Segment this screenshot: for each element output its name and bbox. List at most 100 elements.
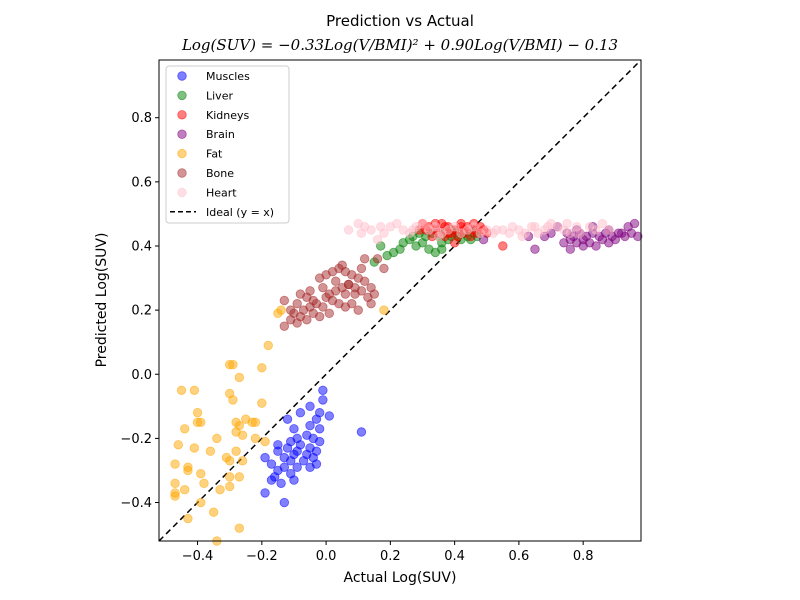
point-fat [234, 472, 245, 482]
point-muscles [289, 424, 299, 434]
x-tick-label: 0.6 [509, 549, 530, 564]
point-fat [196, 497, 206, 508]
legend-label-heart: Heart [206, 186, 237, 199]
point-fat [173, 440, 183, 450]
point-muscles [305, 401, 315, 412]
points-layer [170, 218, 643, 546]
point-fat [180, 424, 190, 434]
point-bone [318, 282, 328, 293]
point-fat [208, 507, 219, 517]
point-fat [260, 436, 270, 447]
point-bone [359, 276, 370, 286]
legend-marker-muscles [177, 71, 187, 81]
legend-marker-kidneys [177, 110, 187, 120]
point-heart [562, 218, 572, 229]
point-heart [517, 231, 527, 242]
point-fat [183, 465, 193, 476]
point-muscles [289, 475, 299, 485]
point-bone [305, 286, 315, 296]
point-bone [356, 263, 367, 274]
point-muscles [318, 385, 328, 395]
point-fat [196, 417, 206, 428]
point-heart [469, 222, 479, 232]
point-heart [356, 228, 367, 238]
plot-frame [158, 59, 642, 542]
point-heart [372, 234, 383, 245]
point-bone [350, 282, 360, 293]
point-brain [565, 244, 576, 254]
point-brain [617, 228, 627, 238]
point-muscles [276, 478, 286, 488]
point-bone [324, 308, 335, 319]
point-heart [604, 225, 614, 235]
point-brain [629, 218, 640, 229]
point-bone [292, 299, 302, 309]
legend-marker-fat [177, 148, 187, 159]
legend-marker-heart [177, 187, 187, 198]
point-bone [308, 295, 318, 306]
point-fat [212, 433, 222, 444]
legend-label-muscles: Muscles [206, 70, 250, 83]
point-bone [366, 282, 376, 293]
point-fat [205, 446, 216, 456]
point-heart [507, 222, 518, 232]
point-fat [199, 478, 209, 488]
point-bone [314, 311, 325, 322]
point-liver [437, 244, 447, 254]
x-tick-label: 0.2 [380, 549, 401, 564]
x-axis-label: Actual Log(SUV) [344, 570, 457, 586]
point-bone [347, 299, 357, 309]
point-fat [189, 385, 200, 395]
chart-title: Prediction vs Actual [326, 12, 474, 30]
point-muscles [314, 424, 325, 434]
point-bone [337, 260, 347, 270]
point-brain [591, 241, 601, 251]
legend-label-liver: Liver [206, 89, 233, 102]
y-tick-label: −0.4 [120, 496, 152, 511]
point-fat [250, 433, 261, 444]
point-heart [430, 222, 441, 232]
point-heart [392, 218, 402, 229]
point-heart [366, 225, 376, 235]
point-fat [234, 372, 245, 383]
point-fat [170, 478, 180, 488]
point-muscles [260, 488, 270, 498]
point-bone [295, 289, 306, 299]
legend-label-brain: Brain [206, 128, 235, 141]
point-fat [237, 456, 248, 466]
point-heart [376, 222, 386, 232]
legend: Muscles Liver Kidneys Brain Fat Bone Heart Idea… [165, 65, 290, 224]
point-fat [192, 408, 203, 418]
point-bone [289, 308, 299, 319]
point-fat [228, 395, 238, 405]
point-fat [196, 468, 206, 479]
point-muscles [273, 446, 283, 456]
point-brain [578, 241, 588, 251]
point-fat [273, 308, 283, 319]
point-muscles [286, 456, 296, 466]
chart-subtitle: Log(SUV) = −0.33Log(V/BMI)² + 0.90Log(V/… [181, 36, 618, 54]
point-heart [449, 222, 460, 232]
point-kidneys [498, 241, 508, 251]
point-bone [302, 315, 312, 325]
point-muscles [314, 436, 325, 447]
legend-marker-brain [177, 129, 187, 139]
point-muscles [279, 497, 290, 508]
point-muscles [324, 411, 335, 421]
point-fat [237, 430, 248, 440]
point-fat [379, 305, 389, 315]
legend-label-fat: Fat [206, 148, 223, 161]
point-bone [279, 321, 290, 331]
x-tick-label: −0.2 [246, 549, 278, 564]
point-muscles [305, 420, 315, 431]
point-muscles [356, 427, 367, 437]
point-bone [279, 295, 290, 306]
x-tick-label: 0.0 [316, 549, 337, 564]
legend-frame [165, 65, 290, 224]
y-tick-label: −0.2 [120, 432, 152, 447]
y-axis-ticks: −0.4 −0.2 0.0 0.2 0.4 0.6 0.8 [120, 111, 159, 511]
point-bone [366, 299, 376, 309]
point-bone [318, 302, 328, 312]
point-muscles [311, 414, 322, 424]
